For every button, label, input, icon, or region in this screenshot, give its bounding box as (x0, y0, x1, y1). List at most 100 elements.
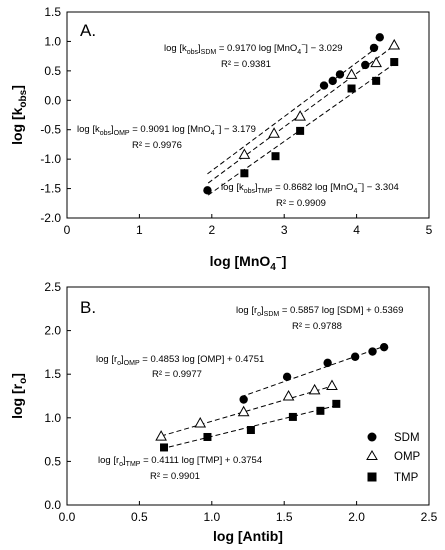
panel-a-y-tick-label: -2.0 (40, 211, 61, 225)
panel-a-eq-omp: log [kobs]OMP = 0.9091 log [MnO4−] − 3.1… (77, 123, 256, 137)
panel-b-y-tick-label: 2.5 (44, 280, 61, 294)
panel-a-markers (203, 33, 401, 195)
panel-a-point-omp (345, 68, 358, 79)
panel-b-legend: SDM OMP TMP (366, 432, 421, 484)
panel-b-y-axis-label: log [ro] (9, 373, 29, 419)
panel-b-y-tick-label: 1.5 (44, 367, 61, 381)
panel-a-point-omp (370, 56, 382, 68)
panel-a-y-tick-label: -0.5 (40, 123, 61, 137)
panel-b-y-tick-label: 0.0 (44, 498, 61, 512)
panel-a-point-omp (294, 110, 306, 121)
panel-a-point-sdm (319, 81, 329, 90)
panel-b-x-tick-label: 2.5 (421, 510, 438, 524)
panel-b-point-omp (326, 379, 338, 391)
panel-b-x-tick-label: 0.5 (131, 510, 148, 524)
panel-b-point-omp (194, 417, 207, 428)
panel-b-x-tick-label: 1.5 (276, 510, 293, 524)
panel-b-r2-omp: R² = 0.9977 (152, 369, 202, 380)
panel-a-y-tick-label: -1.0 (40, 152, 61, 166)
panel-a-y-tick-label: 1.5 (44, 5, 61, 19)
panel-a-fit-sdm (207, 45, 381, 175)
panel-a-x-tick-label: 4 (353, 223, 360, 237)
panel-b-eq-sdm: log [ro]SDM = 0.5857 log [SDM] + 0.5369 (236, 305, 403, 318)
panel-b-label: B. (80, 298, 96, 317)
panel-a-point-sdm (203, 186, 212, 195)
panel-b-point-sdm (368, 347, 377, 356)
panel-b-point-sdm (239, 395, 248, 404)
panel-b-point-tmp (288, 412, 297, 421)
panel-a-point-sdm (361, 60, 370, 70)
panel-b-y-tick-label: 2.0 (44, 324, 61, 338)
panel-b-x-tick-label: 2.0 (348, 510, 365, 524)
panel-a-point-omp (238, 148, 251, 159)
panel-b-markers (155, 342, 389, 452)
panel-a-point-sdm (328, 76, 337, 86)
panel-a-x-tick-label: 2 (208, 223, 215, 237)
panel-b-x-tick-label: 1.0 (203, 510, 220, 524)
panel-b-chart: 0.0 0.5 1.0 1.5 2.0 2.50.00.51.01.52.02.5 B. … (9, 280, 438, 544)
panel-b-x-tick-label: 0.0 (59, 510, 76, 524)
legend-sdm-marker (367, 432, 377, 442)
panel-b-point-tmp (246, 426, 255, 435)
panel-a-x-tick-label: 5 (426, 223, 433, 237)
panel-b-y-tick-label: 1.0 (44, 411, 61, 425)
panel-a-point-sdm (335, 70, 345, 79)
panel-a-x-tick-label: 3 (281, 223, 288, 237)
legend-tmp-label: TMP (394, 472, 419, 484)
panel-a-y-tick-label: 1.0 (44, 34, 61, 48)
panel-a-plot-area (66, 11, 430, 219)
panel-a-point-tmp (271, 152, 280, 161)
panel-a-y-axis-label: log [kobs] (9, 85, 29, 145)
panel-a-r2-tmp: R² = 0.9909 (276, 198, 326, 209)
legend-tmp-marker (367, 472, 377, 482)
panel-a-x-tick-label: 0 (64, 223, 71, 237)
panel-a-x-axis-label: log [MnO4−] (210, 253, 287, 273)
panel-b-x-axis-label: log [Antib] (213, 528, 283, 544)
panel-a-eq-sdm: log [kobs]SDM = 0.9170 log [MnO4−] − 3.0… (164, 42, 343, 56)
panel-b-point-omp (155, 430, 167, 441)
panel-a-y-tick-label: -1.5 (40, 182, 61, 196)
panel-b-point-tmp (160, 443, 169, 452)
panel-b-point-tmp (332, 399, 341, 408)
panel-a-point-sdm (375, 33, 384, 42)
panel-a-label: A. (80, 21, 96, 40)
panel-b-r2-sdm: R² = 0.9788 (292, 321, 342, 332)
panel-a-point-tmp (347, 84, 356, 93)
panel-b-eq-tmp: log [ro]TMP = 0.4111 log [TMP] + 0.3754 (98, 455, 262, 468)
legend-omp-label: OMP (394, 451, 421, 463)
panel-b-point-omp (237, 405, 250, 417)
panel-a-chart: 0 1 2 3 4 5 -2.0 -1.5 -1.0 -0.5 0.0 0.5 1.0 1.5 A. lo… (9, 5, 433, 273)
panel-b-plot-area (66, 286, 430, 506)
panel-b-point-tmp (316, 406, 325, 415)
panel-b-point-sdm (323, 358, 332, 368)
panel-a-y-tick-label: 0.5 (44, 64, 61, 78)
legend-sdm-label: SDM (394, 432, 420, 444)
panel-a-y-tick-label: 0.0 (44, 93, 61, 107)
panel-a-eq-tmp: log [kobs]TMP = 0.8682 log [MnO4−] − 3.3… (221, 181, 399, 195)
panel-a-point-omp (388, 38, 401, 50)
panel-a-point-tmp (240, 169, 249, 178)
panel-a-point-omp (268, 127, 280, 138)
panel-a-ticks: 0 1 2 3 4 5 -2.0 -1.5 -1.0 -0.5 0.0 0.5 1.0 1.5 (40, 5, 432, 237)
panel-a-point-tmp (296, 126, 305, 135)
panel-a-point-tmp (372, 76, 381, 85)
panel-a-point-sdm (369, 43, 379, 53)
panel-a-r2-omp: R² = 0.9976 (132, 140, 182, 151)
panel-b-point-sdm (282, 372, 292, 382)
panel-b-ticks: 0.0 0.5 1.0 1.5 2.0 2.5 0.0 0.5 1.0 1.5 2.0 2.5 (44, 280, 437, 524)
panel-b-point-omp (282, 389, 295, 401)
panel-b-point-omp (308, 383, 321, 395)
panel-b-point-sdm (379, 342, 389, 352)
panel-b-y-tick-label: 0.5 (44, 454, 61, 468)
legend-omp-marker (366, 450, 378, 460)
panel-a-r2-sdm: R² = 0.9381 (221, 59, 271, 70)
panel-b-point-tmp (203, 432, 212, 441)
panel-b-fit-sdm (240, 345, 386, 398)
panel-b-r2-tmp: R² = 0.9901 (150, 471, 200, 482)
panel-a-x-tick-label: 1 (136, 223, 143, 237)
panel-b-eq-omp: log [ro]OMP = 0.4853 log [OMP] + 0.4751 (96, 354, 264, 367)
panel-a-point-tmp (390, 58, 399, 67)
panel-b-fit-omp (160, 384, 336, 437)
panel-b-point-sdm (350, 352, 360, 361)
